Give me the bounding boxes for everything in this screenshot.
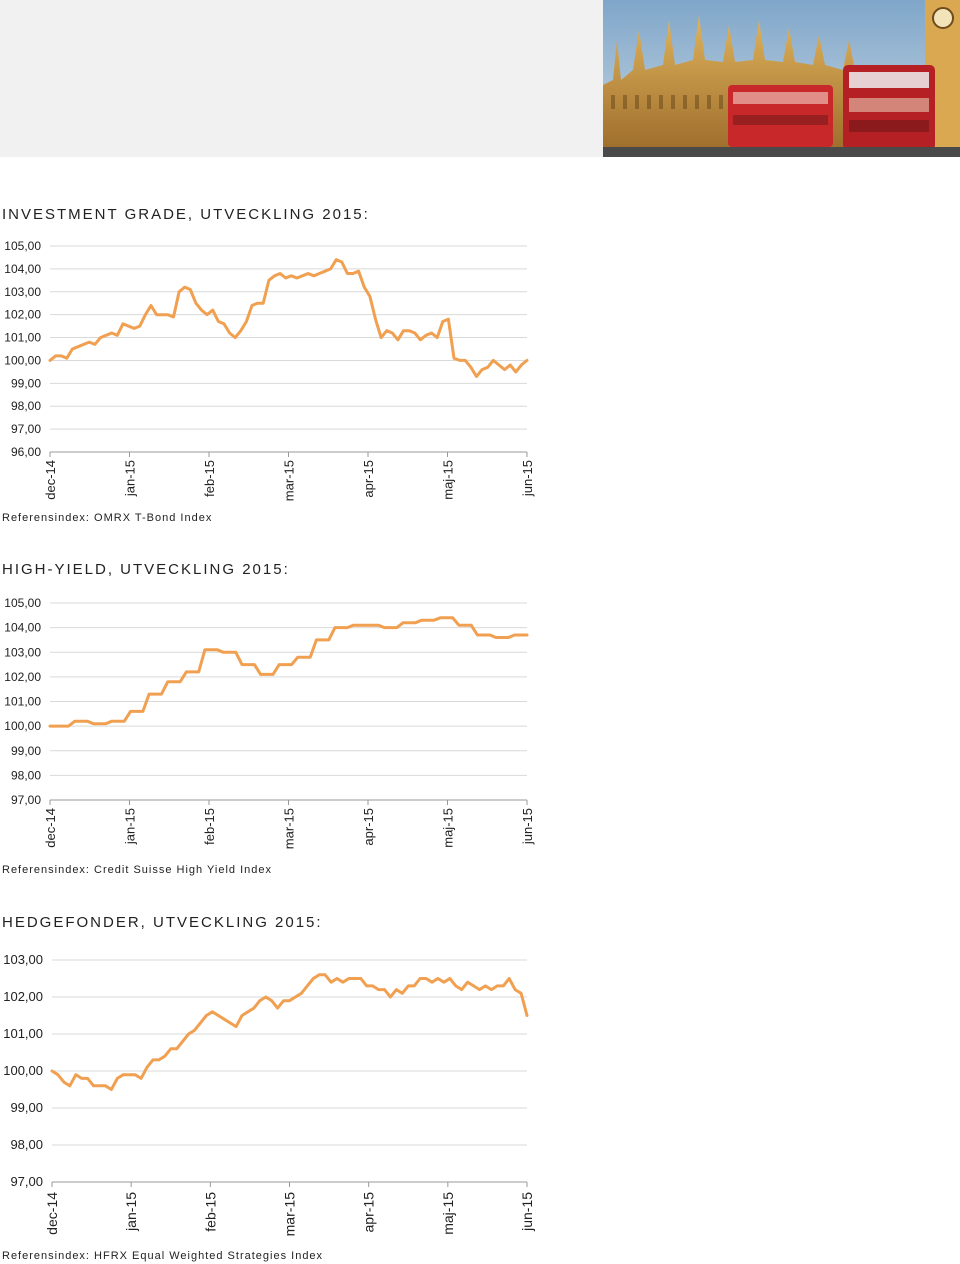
x-tick-label: dec-14 bbox=[44, 1192, 60, 1235]
series-line bbox=[48, 616, 529, 728]
chart-investment-grade: 105,00 104,00 103,00 102,00 101,00 100,00 99,0… bbox=[4, 239, 535, 501]
chart-high-yield: 105,00 104,00 103,00 102,00 101,00 100,00 99,0… bbox=[4, 596, 535, 849]
section-title-high-yield: HIGH-YIELD, UTVECKLING 2015: bbox=[2, 561, 290, 578]
y-tick-label: 100,00 bbox=[4, 719, 41, 733]
y-tick-label: 103,00 bbox=[4, 285, 41, 299]
series-line bbox=[48, 258, 529, 378]
x-tick-label: jan-15 bbox=[123, 460, 138, 497]
x-tick-label: jan-15 bbox=[123, 1192, 139, 1232]
x-tick-label: apr-15 bbox=[361, 808, 376, 846]
x-tick-label: jun-15 bbox=[520, 808, 535, 845]
x-tick-label: dec-14 bbox=[43, 460, 58, 500]
reference-index-note: Referensindex: HFRX Equal Weighted Strat… bbox=[2, 1250, 324, 1262]
y-tick-label: 102,00 bbox=[4, 308, 41, 322]
y-tick-label: 101,00 bbox=[3, 1026, 43, 1041]
y-tick-label: 105,00 bbox=[4, 596, 41, 610]
y-tick-label: 99,00 bbox=[10, 1100, 43, 1115]
x-tick-label: apr-15 bbox=[361, 460, 376, 498]
x-tick-label: mar-15 bbox=[282, 460, 297, 501]
london-parliament-bus-photo bbox=[603, 0, 960, 157]
y-tick-label: 103,00 bbox=[3, 952, 43, 967]
section-title-hedge-funds: HEDGEFONDER, UTVECKLING 2015: bbox=[2, 914, 323, 931]
x-tick-label: maj-15 bbox=[441, 460, 456, 500]
y-tick-label: 98,00 bbox=[11, 399, 41, 413]
y-tick-label: 97,00 bbox=[11, 793, 41, 807]
x-tick-label: dec-14 bbox=[43, 808, 58, 848]
y-tick-label: 97,00 bbox=[10, 1174, 43, 1189]
x-tick-label: feb-15 bbox=[202, 808, 217, 845]
y-tick-label: 104,00 bbox=[4, 621, 41, 635]
x-tick-label: jun-15 bbox=[520, 460, 535, 497]
y-tick-label: 100,00 bbox=[3, 1063, 43, 1078]
y-tick-label: 96,00 bbox=[11, 445, 41, 459]
x-tick-label: feb-15 bbox=[202, 460, 217, 497]
x-tick-label: maj-15 bbox=[440, 1192, 456, 1235]
chart-hedge-funds: 103,00 102,00 101,00 100,00 99,00 98,00 97,00d… bbox=[3, 952, 535, 1237]
section-title-investment-grade: INVESTMENT GRADE, UTVECKLING 2015: bbox=[2, 206, 370, 223]
y-tick-label: 99,00 bbox=[11, 376, 41, 390]
y-tick-label: 100,00 bbox=[4, 353, 41, 367]
y-tick-label: 104,00 bbox=[4, 262, 41, 276]
y-tick-label: 97,00 bbox=[11, 422, 41, 436]
y-tick-label: 98,00 bbox=[10, 1137, 43, 1152]
x-tick-label: feb-15 bbox=[202, 1192, 218, 1232]
x-tick-label: jan-15 bbox=[123, 808, 138, 845]
header-band bbox=[0, 0, 603, 157]
y-tick-label: 98,00 bbox=[11, 768, 41, 782]
y-tick-label: 105,00 bbox=[4, 239, 41, 253]
x-tick-label: maj-15 bbox=[441, 808, 456, 848]
y-tick-label: 101,00 bbox=[4, 331, 41, 345]
x-tick-label: apr-15 bbox=[361, 1192, 377, 1233]
reference-index-note: Referensindex: Credit Suisse High Yield … bbox=[2, 864, 273, 876]
reference-index-note: Referensindex: OMRX T-Bond Index bbox=[2, 512, 213, 524]
series-line bbox=[50, 973, 529, 1091]
y-tick-label: 99,00 bbox=[11, 744, 41, 758]
x-tick-label: mar-15 bbox=[282, 1192, 298, 1237]
y-tick-label: 102,00 bbox=[3, 989, 43, 1004]
y-tick-label: 101,00 bbox=[4, 695, 41, 709]
x-tick-label: mar-15 bbox=[282, 808, 297, 849]
y-tick-label: 103,00 bbox=[4, 645, 41, 659]
y-tick-label: 102,00 bbox=[4, 670, 41, 684]
x-tick-label: jun-15 bbox=[519, 1192, 535, 1232]
